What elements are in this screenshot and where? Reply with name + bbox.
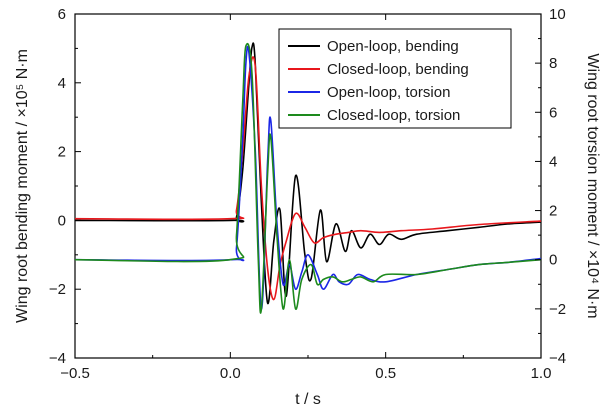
y-right-tick-label: 4 [549,153,557,170]
x-tick-label: 0.5 [375,365,396,382]
y-right-tick-label: 8 [549,55,557,72]
y-left-tick-label: −4 [49,350,66,367]
legend-label-3: Open-loop, torsion [327,84,450,101]
y-axis-label-left: Wing root bending moment / ×10⁵ N·m [14,49,31,323]
legend-label-4: Closed-loop, torsion [327,107,460,124]
legend: Open-loop, bending Closed-loop, bending Op… [278,28,512,129]
y-right-tick-label: 6 [549,104,557,121]
series-line-4 [74,42,542,314]
y-right-tick-label: 2 [549,203,557,220]
x-tick-label: −0.5 [60,365,90,382]
series-line-3 [74,45,542,310]
y-right-tick-label: −4 [549,350,566,367]
legend-label-1: Open-loop, bending [327,38,459,55]
y-left-tick-label: 6 [58,6,66,23]
series-line-2 [74,56,542,301]
y-left-tick-label: −2 [49,281,66,298]
y-left-tick-label: 4 [58,75,66,92]
y-right-tick-label: 0 [549,252,557,269]
legend-label-2: Closed-loop, bending [327,61,469,78]
y-right-tick-label: 10 [549,6,566,23]
y-axis-label-right: Wing root torsion moment / ×10⁴ N·m [584,53,600,318]
y-left-tick-label: 0 [58,212,66,229]
x-axis-label: t / s [295,391,321,408]
x-tick-label: 0.0 [220,365,241,382]
y-left-tick-label: 2 [58,144,66,161]
y-right-tick-label: −2 [549,301,566,318]
x-tick-label: 1.0 [531,365,552,382]
series-layer [74,42,542,314]
